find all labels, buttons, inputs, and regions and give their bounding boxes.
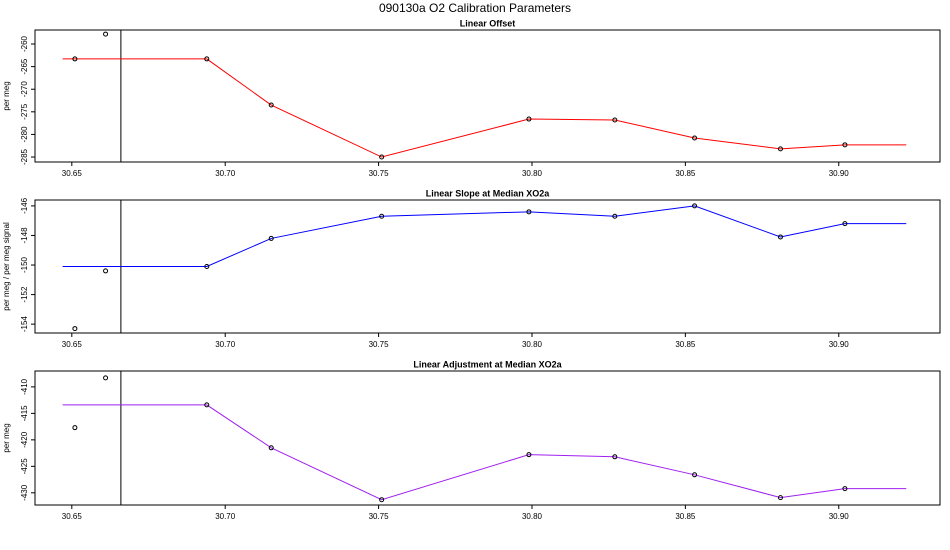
y-tick-label: -430 xyxy=(20,484,29,501)
data-point xyxy=(103,268,109,274)
y-tick-label: -150 xyxy=(20,256,29,273)
data-point xyxy=(777,234,783,240)
plot-frame xyxy=(34,29,941,163)
y-tick-label: -280 xyxy=(20,126,29,143)
y-tick-label: -265 xyxy=(20,58,29,75)
x-tick-label: 30.85 xyxy=(675,512,696,521)
y-axis-label: per meg xyxy=(2,423,11,452)
panel-title: Linear Offset xyxy=(460,18,516,28)
x-tick-label: 30.90 xyxy=(829,169,850,178)
x-tick-label: 30.90 xyxy=(829,512,850,521)
x-tick-label: 30.85 xyxy=(675,340,696,349)
x-tick-label: 30.65 xyxy=(62,512,83,521)
y-tick-label: -415 xyxy=(20,405,29,422)
y-tick-label: -285 xyxy=(20,148,29,165)
data-point xyxy=(204,56,210,62)
x-tick-label: 30.90 xyxy=(829,340,850,349)
y-tick-label: -148 xyxy=(20,227,29,244)
data-point xyxy=(268,102,274,108)
data-point xyxy=(526,116,532,122)
x-tick-label: 30.65 xyxy=(62,169,83,178)
data-point xyxy=(526,452,532,458)
x-tick-label: 30.75 xyxy=(369,169,390,178)
x-tick-label: 30.85 xyxy=(675,169,696,178)
data-point xyxy=(103,375,109,381)
data-point xyxy=(526,209,532,215)
data-point xyxy=(379,213,385,219)
x-tick-label: 30.75 xyxy=(369,340,390,349)
y-tick-label: -425 xyxy=(20,458,29,475)
series-line xyxy=(62,58,907,158)
x-tick-label: 30.75 xyxy=(369,512,390,521)
data-point xyxy=(842,221,848,227)
y-tick-label: -410 xyxy=(20,378,29,395)
data-point xyxy=(612,454,618,460)
x-tick-label: 30.80 xyxy=(522,169,543,178)
y-tick-label: -154 xyxy=(20,316,29,333)
data-point xyxy=(268,445,274,451)
x-tick-label: 30.80 xyxy=(522,340,543,349)
data-point xyxy=(268,235,274,241)
y-tick-label: -420 xyxy=(20,431,29,448)
data-point xyxy=(842,142,848,148)
data-point xyxy=(72,326,78,332)
data-point xyxy=(777,495,783,501)
x-tick-label: 30.65 xyxy=(62,340,83,349)
x-tick-label: 30.80 xyxy=(522,512,543,521)
x-tick-label: 30.70 xyxy=(215,340,236,349)
y-tick-label: -146 xyxy=(20,197,29,214)
data-point xyxy=(777,146,783,152)
y-tick-label: -260 xyxy=(20,35,29,52)
data-point xyxy=(103,31,109,37)
data-point xyxy=(72,425,78,431)
series-line xyxy=(62,404,907,501)
plot-frame xyxy=(34,199,941,334)
plot-frame xyxy=(34,370,941,506)
page-title: 090130a O2 Calibration Parameters xyxy=(379,1,571,15)
data-point xyxy=(612,117,618,123)
y-tick-label: -270 xyxy=(20,81,29,98)
data-point xyxy=(612,213,618,219)
panel-title: Linear Adjustment at Median XO2a xyxy=(413,359,562,369)
x-tick-label: 30.70 xyxy=(215,512,236,521)
data-point xyxy=(842,486,848,492)
data-point xyxy=(204,402,210,408)
data-point xyxy=(204,264,210,269)
data-point xyxy=(692,203,698,209)
data-point xyxy=(72,56,78,62)
y-tick-label: -275 xyxy=(20,103,29,120)
y-tick-label: -152 xyxy=(20,286,29,303)
data-point xyxy=(692,135,698,141)
y-axis-label: per meg xyxy=(2,81,11,110)
data-point xyxy=(379,497,385,503)
y-axis-label: per meg / per meg signal xyxy=(2,222,11,311)
panel-title: Linear Slope at Median XO2a xyxy=(426,188,551,198)
data-point xyxy=(379,154,385,160)
series-line xyxy=(62,205,907,267)
x-tick-label: 30.70 xyxy=(215,169,236,178)
data-point xyxy=(692,472,698,478)
